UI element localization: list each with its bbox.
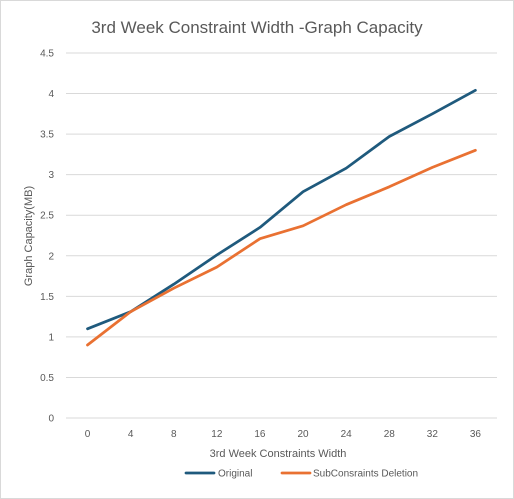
y-tick-label: 2 bbox=[48, 251, 54, 262]
y-tick-label: 2.5 bbox=[40, 211, 54, 222]
gridlines bbox=[66, 52, 497, 419]
x-tick-label: 8 bbox=[171, 429, 177, 440]
x-tick-label: 24 bbox=[341, 429, 353, 440]
y-tick-label: 0.5 bbox=[40, 373, 54, 384]
x-tick-label: 16 bbox=[254, 429, 266, 440]
y-tick-label: 4.5 bbox=[40, 49, 54, 60]
x-tick-label: 36 bbox=[470, 429, 482, 440]
x-tick-label: 0 bbox=[85, 429, 91, 440]
x-tick-label: 28 bbox=[384, 429, 396, 440]
series-line-original bbox=[86, 88, 477, 331]
chart-title: 3rd Week Constraint Width -Graph Capacit… bbox=[91, 18, 423, 37]
x-tick-label: 4 bbox=[128, 429, 134, 440]
y-tick-label: 3 bbox=[48, 170, 54, 181]
x-tick-label: 20 bbox=[297, 429, 309, 440]
y-axis-title: Graph Capacity(MB) bbox=[23, 186, 35, 286]
legend-label: Original bbox=[218, 469, 252, 480]
y-tick-label: 1.5 bbox=[40, 292, 54, 303]
legend-label: SubConsraints Deletion bbox=[313, 469, 418, 480]
series-line-subconsraints-deletion bbox=[86, 148, 477, 347]
x-tick-label: 12 bbox=[211, 429, 223, 440]
y-tick-label: 1 bbox=[48, 332, 54, 343]
x-axis-title: 3rd Week Constraints Width bbox=[210, 448, 347, 460]
y-tick-label: 4 bbox=[48, 89, 54, 100]
x-tick-label: 32 bbox=[427, 429, 439, 440]
y-tick-label: 0 bbox=[48, 414, 54, 425]
y-axis-tick-labels: 0 0.5 1 1.5 2 2.5 3 3.5 4 4.5 bbox=[40, 49, 54, 425]
legend: Original SubConsraints Deletion bbox=[184, 469, 418, 480]
x-axis-tick-labels: 0 4 8 12 16 20 24 28 32 36 bbox=[85, 429, 482, 440]
y-tick-label: 3.5 bbox=[40, 130, 54, 141]
series-lines bbox=[86, 88, 477, 347]
